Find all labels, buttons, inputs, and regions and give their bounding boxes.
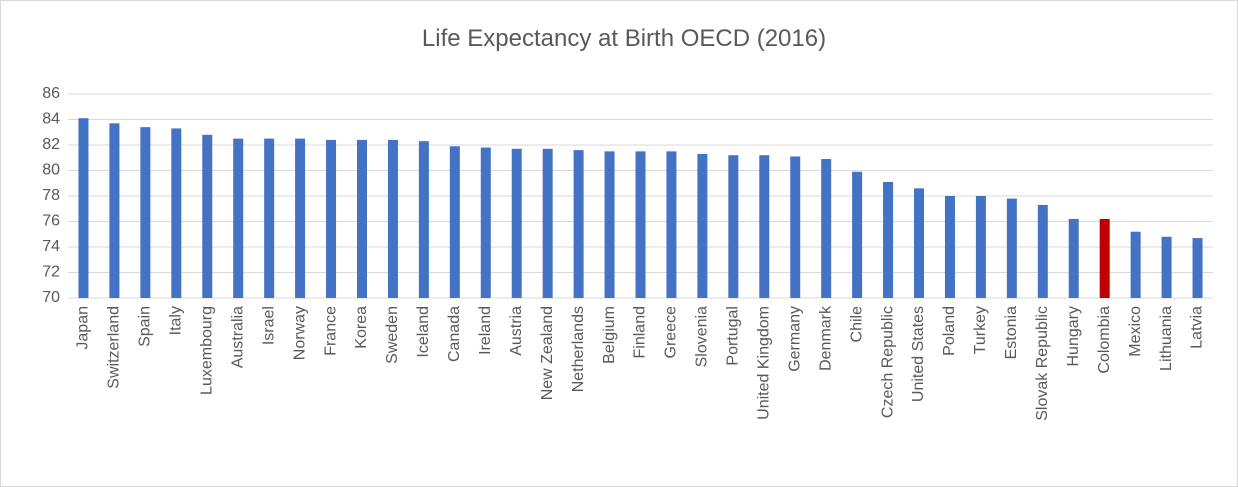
y-tick-label: 84	[42, 111, 60, 128]
x-tick-label: Italy	[168, 306, 185, 335]
y-tick-label: 76	[42, 213, 60, 230]
bar	[480, 147, 491, 298]
bar	[295, 138, 306, 298]
x-tick-label: France	[322, 306, 339, 356]
bar	[1192, 238, 1203, 298]
x-tick-label: Israel	[260, 306, 277, 345]
x-tick-label: Austria	[508, 306, 525, 356]
x-tick-label: Germany	[786, 306, 803, 372]
y-tick-label: 78	[42, 187, 60, 204]
y-tick-label: 86	[42, 85, 60, 102]
y-tick-label: 74	[42, 238, 60, 255]
bar	[573, 150, 584, 298]
bar	[171, 128, 182, 298]
x-tick-label: Slovenia	[694, 306, 711, 367]
bar	[140, 127, 151, 299]
bar	[759, 155, 770, 298]
x-tick-label: Spain	[137, 306, 154, 347]
x-tick-label: Switzerland	[106, 306, 123, 389]
bar	[109, 123, 120, 298]
bar	[944, 196, 955, 298]
x-tick-label: Slovak Republic	[1034, 306, 1051, 421]
y-tick-label: 70	[42, 289, 60, 306]
x-tick-label: Canada	[446, 306, 463, 362]
x-tick-label: Japan	[75, 306, 92, 350]
bar	[418, 141, 429, 298]
x-tick-label: Latvia	[1189, 306, 1206, 349]
x-tick-label: Iceland	[415, 306, 432, 358]
x-tick-label: Lithuania	[1158, 306, 1175, 371]
bar	[356, 139, 367, 298]
bar	[542, 148, 553, 298]
bar	[666, 151, 677, 298]
bar	[326, 139, 337, 298]
x-tick-label: Sweden	[384, 306, 401, 364]
x-tick-label: Poland	[941, 306, 958, 356]
bar	[697, 153, 708, 298]
x-tick-label: Luxembourg	[198, 306, 215, 395]
bar	[1161, 236, 1172, 298]
x-tick-label: United Kingdom	[756, 306, 773, 420]
bar	[511, 148, 522, 298]
x-tick-label: New Zealand	[539, 306, 556, 400]
x-tick-label: Turkey	[972, 306, 989, 354]
x-tick-label: Colombia	[1096, 306, 1113, 374]
x-tick-label: Netherlands	[570, 306, 587, 392]
bar	[264, 138, 275, 298]
bar	[1130, 231, 1141, 298]
x-tick-label: Denmark	[817, 305, 834, 371]
x-tick-label: Mexico	[1127, 306, 1144, 357]
bar	[1099, 218, 1110, 298]
bar	[975, 196, 986, 298]
bar	[821, 159, 832, 298]
bar	[914, 188, 925, 298]
x-tick-label: United States	[910, 306, 927, 402]
y-tick-label: 82	[42, 136, 60, 153]
x-tick-label: Australia	[229, 306, 246, 368]
x-tick-label: Chile	[848, 306, 865, 343]
x-tick-label: Hungary	[1065, 306, 1082, 366]
chart-title: Life Expectancy at Birth OECD (2016)	[422, 25, 826, 52]
x-tick-label: Estonia	[1003, 306, 1020, 359]
bar	[635, 151, 646, 298]
bar	[233, 138, 244, 298]
bar	[78, 118, 89, 298]
bar	[604, 151, 615, 298]
x-tick-label: Czech Republic	[879, 306, 896, 418]
bar	[387, 139, 398, 298]
x-tick-label: Ireland	[477, 306, 494, 355]
y-tick-label: 72	[42, 264, 60, 281]
x-tick-label: Korea	[353, 306, 370, 349]
y-tick-label: 80	[42, 162, 60, 179]
bar	[883, 181, 894, 298]
x-tick-label: Finland	[632, 306, 649, 358]
x-tick-label: Greece	[663, 306, 680, 359]
bar	[1068, 218, 1079, 298]
x-tick-label: Belgium	[601, 306, 618, 364]
bar	[202, 134, 213, 298]
x-tick-label: Portugal	[725, 306, 742, 366]
bar	[449, 146, 460, 298]
x-tick-label: Norway	[291, 306, 308, 360]
bar	[728, 155, 739, 298]
bar	[852, 171, 863, 298]
bar	[790, 156, 801, 298]
bar	[1037, 204, 1048, 298]
bar	[1006, 198, 1017, 298]
